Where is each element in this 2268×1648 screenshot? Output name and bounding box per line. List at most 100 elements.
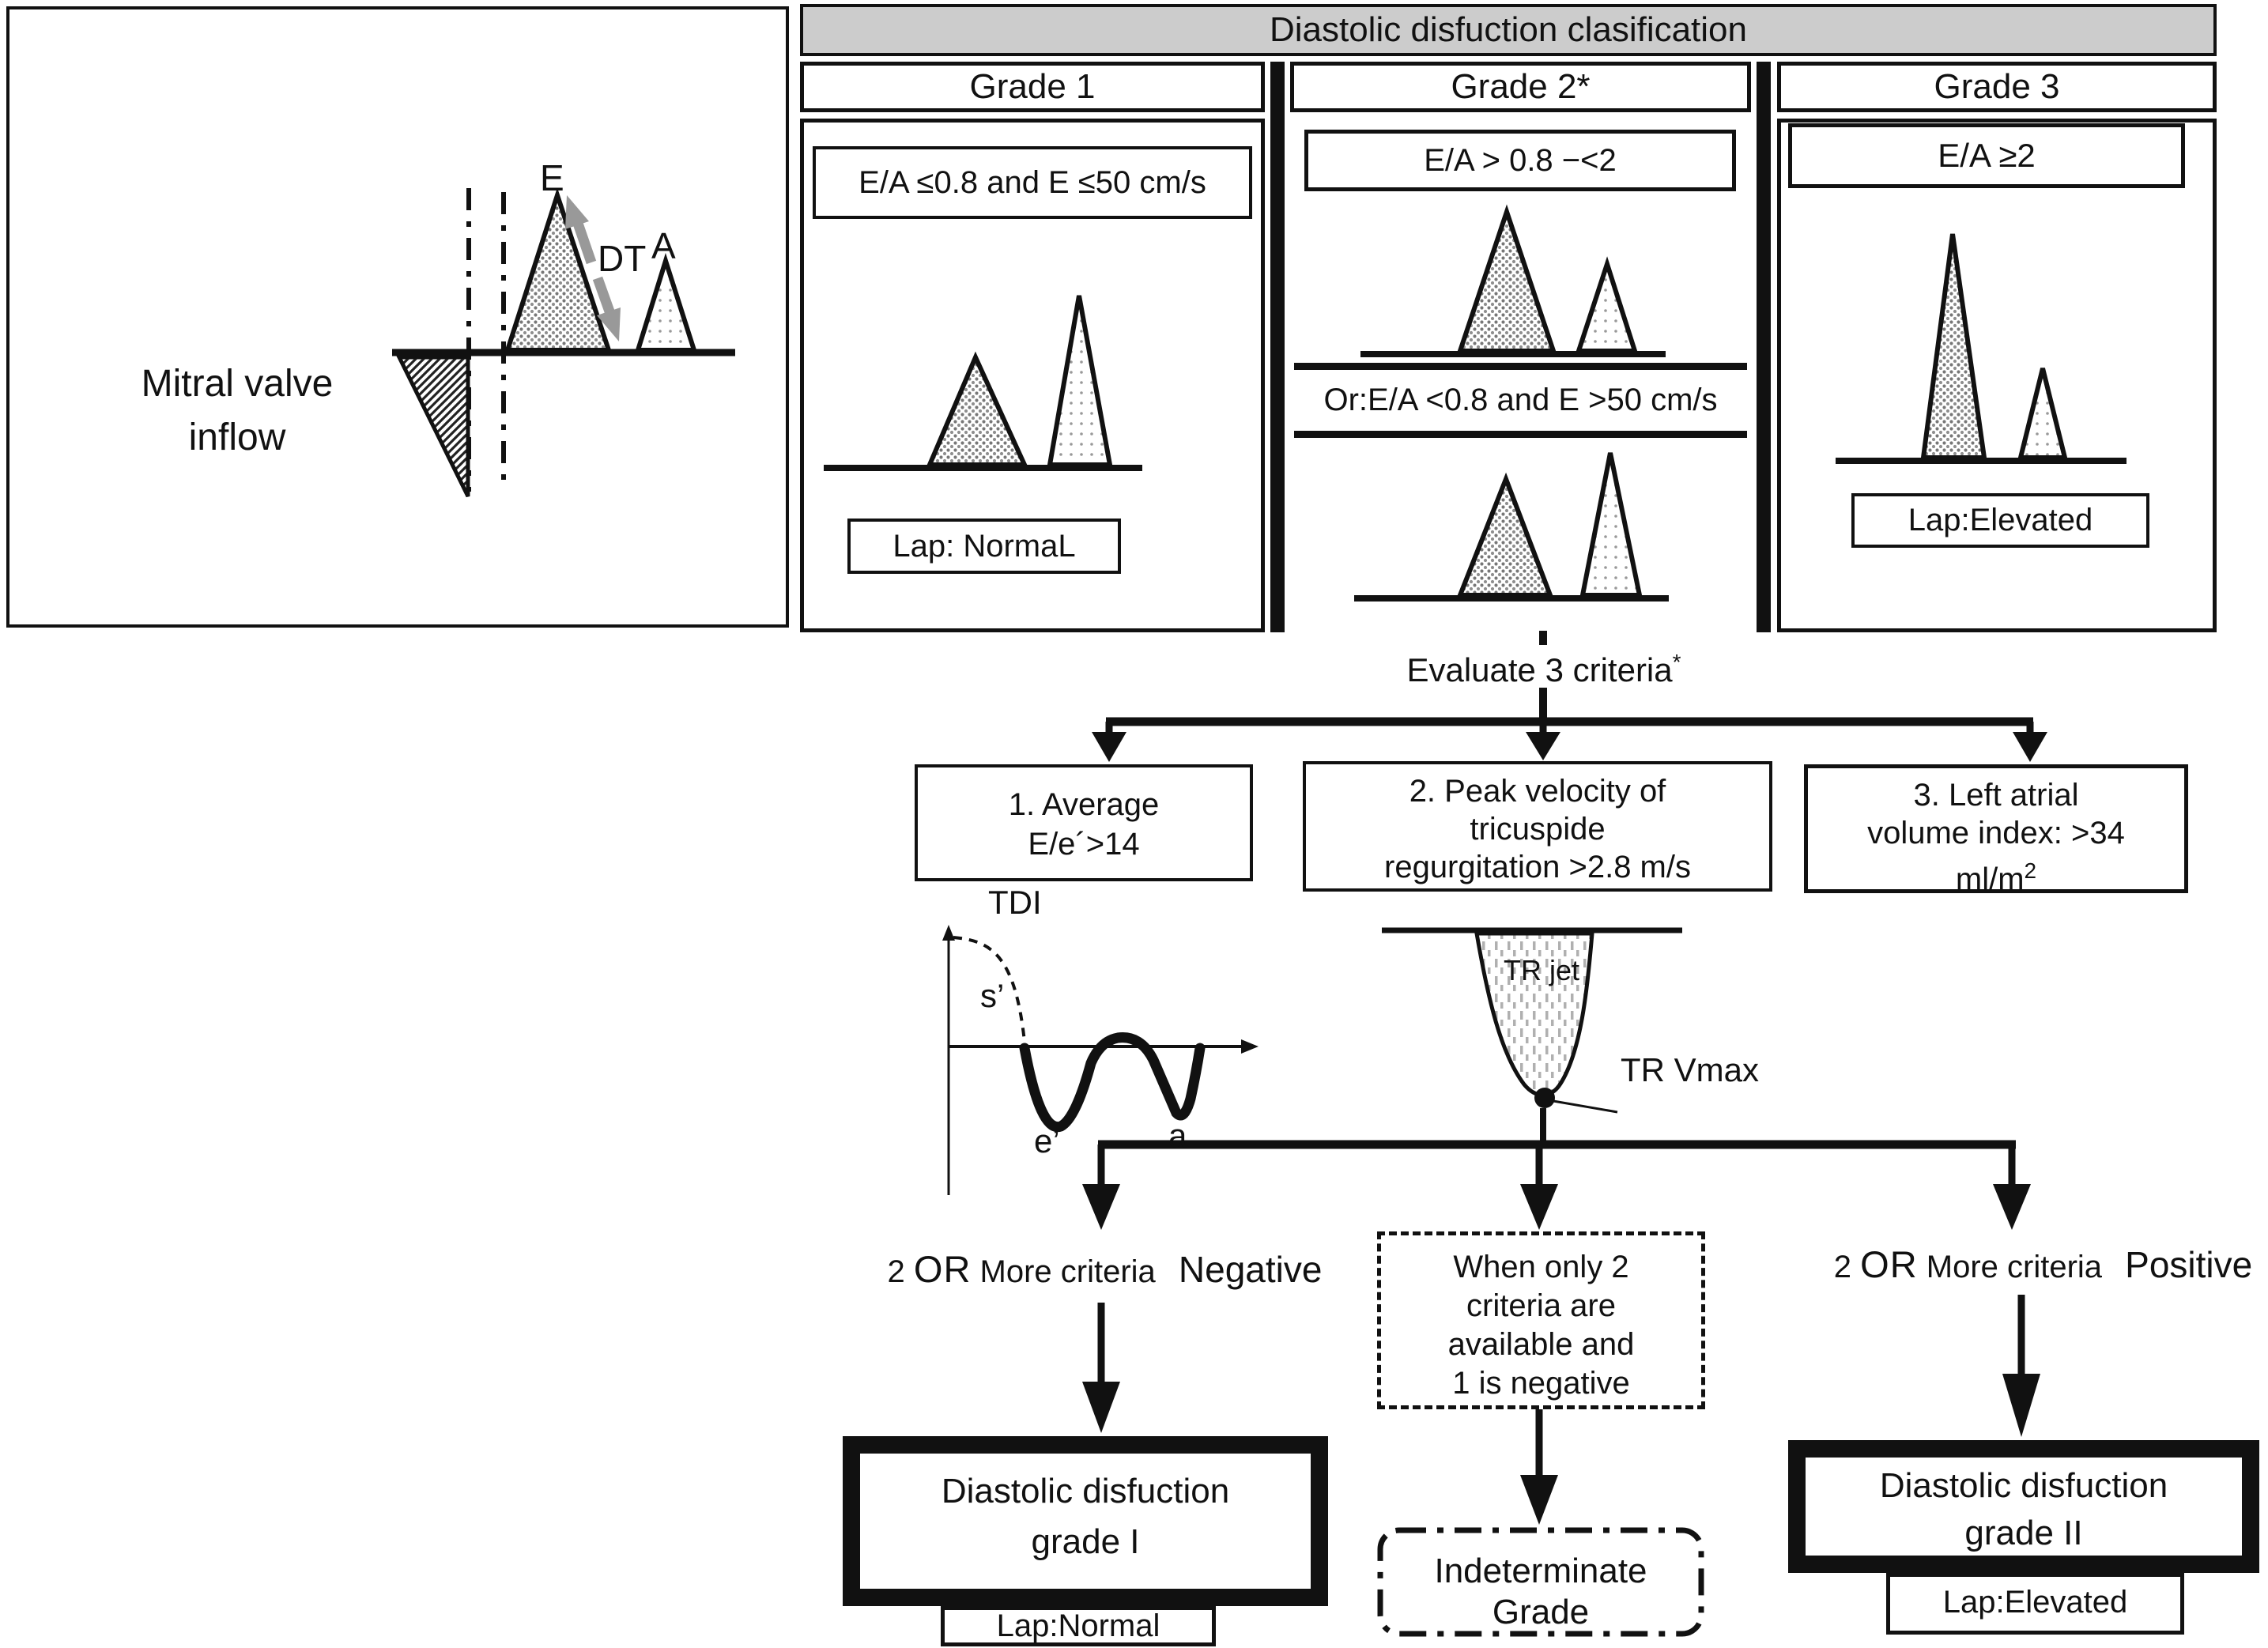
evaluate-criteria-label: Evaluate 3 criteria*	[1307, 650, 1781, 689]
mitral-a-wave-triangle	[634, 252, 698, 353]
left-branch-condition: 2 OR More criteria Negative	[850, 1247, 1360, 1291]
grade1-lap-box: Lap: NormaL	[847, 519, 1121, 574]
two-criteria-available-box: When only 2 criteria are available and 1…	[1377, 1231, 1705, 1409]
indeterminate-grade-box: Indeterminate Grade	[1380, 1530, 1701, 1633]
criterion3-line3: ml/m2	[1808, 852, 2184, 898]
tdi-s-prime-label: s’	[980, 977, 1005, 1014]
grade2-bottom-e-triangle	[1456, 472, 1554, 598]
tdi-waveform-sketch	[942, 925, 1259, 1195]
column-divider-1	[1270, 62, 1285, 632]
column-divider-2	[1757, 62, 1771, 632]
criterion3-box: 3. Left atrial volume index: >34 ml/m2	[1804, 764, 2188, 896]
criterion1-line2: E/e´>14	[1028, 827, 1140, 862]
mitral-negative-wave-triangle	[395, 355, 470, 498]
tdi-a-label: a	[1168, 1117, 1187, 1154]
grade2-criteria1-box: E/A > 0.8 −<2	[1304, 130, 1736, 191]
grade2-ea-pattern-chart-bottom	[1354, 452, 1669, 602]
grade1-header: Grade 1	[800, 62, 1265, 112]
criterion1-box: 1. Average E/e´>14	[915, 764, 1253, 881]
evaluate-text: Evaluate 3 criteria	[1406, 651, 1673, 688]
left-branch-num: 2	[887, 1254, 905, 1289]
outcome-grade2-box: Diastolic disfuction grade II	[1788, 1440, 2259, 1573]
outcome-grade2-line1: Diastolic disfuction	[1879, 1466, 2168, 1505]
grade3-e-triangle	[1920, 233, 1987, 460]
outcome-grade1-lap-box: Lap:Normal	[941, 1606, 1216, 1646]
middle-branch-line2: criteria are	[1466, 1288, 1616, 1323]
mitral-inflow-waveform	[392, 187, 735, 498]
grade3-a-triangle	[2017, 368, 2068, 460]
arrowhead-to-criteria-3	[2013, 732, 2047, 762]
arrowhead-to-criteria-2	[1526, 732, 1560, 760]
grade1-column	[800, 119, 1265, 632]
outcome-grade1-line1: Diastolic disfuction	[941, 1472, 1230, 1510]
tr-vmax-label: TR Vmax	[1621, 1051, 1760, 1088]
dt-deceleration-arrow	[565, 195, 621, 341]
grade2-top-a-triangle	[1575, 256, 1639, 353]
grade3-column	[1777, 119, 2217, 632]
tdi-label: TDI	[988, 884, 1042, 921]
grade2-top-e-triangle	[1456, 204, 1557, 353]
grade1-a-triangle	[1047, 295, 1113, 467]
mitral-panel-label: Mitral valve inflow	[67, 357, 407, 465]
left-branch-or: OR	[913, 1248, 972, 1290]
outcome-grade2-lap-box: Lap:Elevated	[1886, 1573, 2184, 1635]
tdi-s-prime-dashed-curve	[953, 936, 1026, 1043]
middle-branch-line1: When only 2	[1453, 1250, 1629, 1284]
tr-vmax-pointer-line	[1553, 1099, 1618, 1114]
grade3-criteria-box: E/A ≥2	[1788, 123, 2185, 188]
tdi-e-a-wave	[1019, 1032, 1206, 1133]
grade1-criteria-box: E/A ≤0.8 and E ≤50 cm/s	[813, 146, 1252, 219]
arrowhead-middle-branch	[1520, 1184, 1558, 1230]
right-branch-result: Positive	[2125, 1244, 2253, 1285]
indeterminate-line2: Grade	[1492, 1593, 1590, 1631]
arrowhead-left-branch	[1082, 1184, 1120, 1230]
e-wave-label: E	[540, 157, 564, 198]
indeterminate-box-border	[1377, 1527, 1704, 1637]
arrowhead-right-branch	[1993, 1184, 2031, 1230]
criterion2-line3: regurgitation >2.8 m/s	[1384, 850, 1691, 884]
grade3-lap-box: Lap:Elevated	[1851, 493, 2149, 548]
mitral-label-line1: Mitral valve	[141, 363, 334, 405]
arrowhead-to-grade1-outcome	[1082, 1382, 1120, 1433]
mitral-e-wave-triangle	[504, 187, 613, 353]
tr-jet-label: TR jet	[1503, 954, 1579, 986]
a-wave-label: A	[651, 225, 676, 266]
tdi-e-prime-label: e’	[1034, 1122, 1060, 1160]
left-branch-mid: More criteria	[979, 1254, 1156, 1289]
tr-jet-sketch	[1382, 927, 1682, 1114]
outcome-connectors	[1082, 1108, 2040, 1525]
arrowhead-to-grade2-outcome	[2002, 1374, 2040, 1437]
arrowhead-to-criteria-1	[1092, 732, 1126, 762]
criterion1-line1: 1. Average	[1008, 787, 1160, 822]
grade2-header: Grade 2*	[1290, 62, 1751, 112]
right-branch-or: OR	[1860, 1243, 1918, 1285]
criterion3-superscript: 2	[2024, 858, 2037, 883]
evaluate-asterisk: *	[1672, 650, 1681, 674]
grade3-header: Grade 3	[1777, 62, 2217, 112]
grade1-ea-pattern-chart	[824, 295, 1142, 471]
criterion2-line2: tricuspide	[1470, 812, 1606, 847]
outcome-grade1-box: Diastolic disfuction grade I	[843, 1436, 1328, 1606]
classification-title-band: Diastolic disfuction clasification	[800, 4, 2217, 56]
mitral-inflow-panel	[6, 6, 789, 628]
middle-branch-line4: 1 is negative	[1452, 1366, 1630, 1401]
criterion3-line2: volume index: >34	[1867, 816, 2125, 850]
tdi-x-axis-arrowhead	[1241, 1039, 1259, 1054]
grade3-ea-pattern-chart	[1836, 233, 2126, 464]
criterion2-box: 2. Peak velocity of tricuspide regurgita…	[1303, 761, 1772, 892]
criterion2-line1: 2. Peak velocity of	[1409, 774, 1666, 809]
grade2-bottom-a-triangle	[1579, 452, 1643, 598]
evaluate-connectors	[1092, 631, 2047, 762]
middle-branch-line3: available and	[1447, 1327, 1635, 1362]
tr-vmax-dot	[1534, 1088, 1555, 1108]
dt-label: DT	[598, 238, 647, 279]
outcome-grade2-line2: grade II	[1964, 1514, 2083, 1552]
indeterminate-line1: Indeterminate	[1434, 1552, 1647, 1590]
left-branch-result: Negative	[1178, 1249, 1323, 1290]
tdi-y-axis-arrowhead	[942, 925, 955, 941]
criterion3-line3-text: ml/m	[1955, 862, 2025, 897]
right-branch-num: 2	[1833, 1250, 1852, 1284]
grade2-ea-pattern-chart-top	[1360, 204, 1666, 357]
